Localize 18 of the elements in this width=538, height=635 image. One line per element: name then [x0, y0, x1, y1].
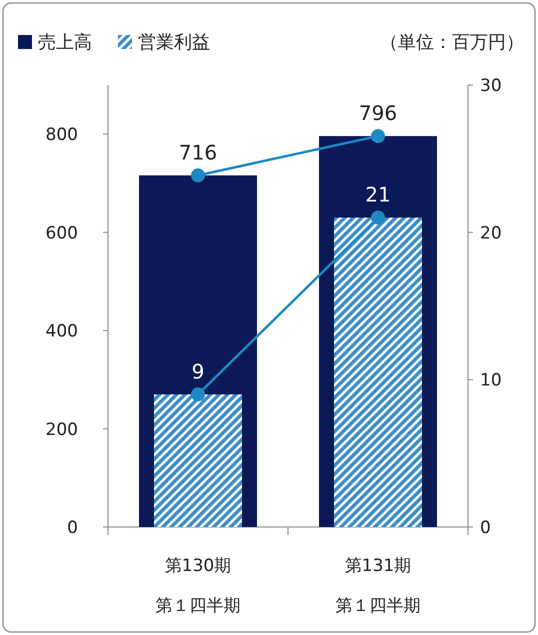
x-tick-label: 第131期第１四半期	[336, 556, 420, 616]
legend-label: 営業利益	[138, 32, 210, 53]
data-label: 716	[178, 140, 218, 164]
y-tick-label: 400	[46, 322, 78, 342]
y-tick-label: 0	[67, 518, 78, 538]
y-tick-label: 600	[46, 223, 78, 244]
data-label: 796	[358, 101, 398, 126]
data-label: 9	[192, 359, 204, 384]
y2-tick-label: 10	[480, 370, 502, 391]
y-tick-label: 800	[46, 125, 78, 146]
data-label: 21	[365, 182, 391, 207]
text: （単位：百万円）	[380, 32, 524, 53]
y-tick-label: 200	[46, 420, 78, 440]
x-tick-label: 第130期第１四半期	[156, 556, 240, 616]
y2-tick-label: 0	[480, 518, 491, 538]
y2-tick-label: 30	[480, 76, 502, 96]
legend-label: 売上高	[38, 32, 92, 53]
y2-tick-label: 20	[480, 223, 502, 244]
